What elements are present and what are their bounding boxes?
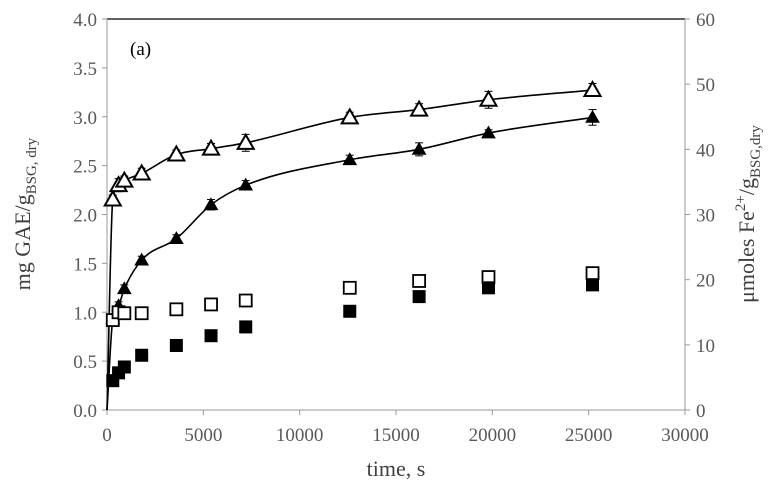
y-left-tick-label: 2.5 <box>73 157 97 178</box>
y-right-axis-title: μmoles Fe2+/gBSG,dry <box>733 125 764 303</box>
open-square-point <box>204 297 218 312</box>
filled-triangle-point <box>238 177 254 191</box>
open-square-point <box>238 293 253 308</box>
open-triangle-point <box>201 138 221 156</box>
open-triangle-point <box>340 107 360 125</box>
filled-square-point <box>169 338 183 352</box>
y-left-tick-label: 0.0 <box>73 401 97 422</box>
fit-curve-series-0 <box>106 89 593 411</box>
y-left-tick-label: 1.0 <box>73 303 97 324</box>
y-right-title-pre: μmoles Fe <box>734 211 759 303</box>
open-triangle-point <box>409 99 429 117</box>
open-triangle-point <box>131 163 152 181</box>
x-axis-title: time, s <box>367 456 426 481</box>
y-right-tick-label: 60 <box>696 10 715 31</box>
open-square-point <box>585 266 600 281</box>
filled-square-point <box>117 360 131 374</box>
y-right-tick-label: 30 <box>696 206 715 227</box>
filled-square-point <box>343 304 357 318</box>
open-triangle-point <box>166 144 187 162</box>
filled-square-point <box>412 290 426 304</box>
marks-layer <box>103 80 603 388</box>
filled-triangle-point <box>116 281 132 295</box>
y-right-tick-label: 40 <box>696 140 715 161</box>
open-triangle-point <box>582 80 603 98</box>
x-tick-label: 30000 <box>661 425 709 446</box>
y-right-tick-label: 0 <box>696 401 706 422</box>
y-left-tick-label: 2.0 <box>73 206 97 227</box>
filled-triangle-point <box>134 252 150 266</box>
panel-label: (a) <box>130 39 151 60</box>
x-tick-label: 25000 <box>565 425 613 446</box>
open-square-point <box>481 270 496 284</box>
axes-layer: 0 5000 10000 15000 20000 25000 30000 0.0 0.5 1.0 1… <box>73 10 715 446</box>
y-left-tick-label: 4.0 <box>73 10 97 31</box>
y-left-tick-label: 3.5 <box>73 59 97 80</box>
y-left-tick-label: 1.5 <box>73 254 97 275</box>
y-left-title-sub: BSG, dry <box>24 137 40 194</box>
filled-triangle-point <box>585 109 600 123</box>
open-triangle-point <box>478 89 499 107</box>
open-square-point <box>117 306 132 321</box>
fit-layer <box>106 89 593 411</box>
filled-square-point <box>481 281 495 295</box>
open-triangle-point <box>235 132 256 150</box>
y-left-tick-label: 3.0 <box>73 108 97 129</box>
y-right-title-sup: 2+ <box>733 195 749 211</box>
filled-square-point <box>204 329 218 343</box>
filled-square-point <box>239 320 253 334</box>
filled-triangle-point <box>342 152 358 166</box>
filled-square-point <box>586 278 600 292</box>
x-tick-label: 15000 <box>372 425 420 446</box>
x-tick-label: 5000 <box>184 425 222 446</box>
open-square-point <box>134 306 149 321</box>
open-square-point <box>342 280 357 295</box>
filled-triangle-point <box>411 141 427 155</box>
open-triangle-point <box>103 189 123 207</box>
y-right-tick-label: 20 <box>696 271 715 292</box>
x-tick-label: 0 <box>102 425 112 446</box>
filled-square-point <box>135 348 149 362</box>
filled-triangle-point <box>481 125 496 139</box>
y-right-title-sub: BSG,dry <box>748 125 764 178</box>
open-square-point <box>169 302 184 317</box>
filled-triangle-point <box>203 197 219 211</box>
x-tick-label: 10000 <box>276 425 324 446</box>
y-left-axis-title: mg GAE/gBSG, dry <box>10 137 40 290</box>
y-right-tick-label: 50 <box>696 75 715 96</box>
y-right-title-mid: /g <box>734 178 759 195</box>
filled-triangle-point <box>168 231 184 244</box>
open-square-point <box>412 274 427 288</box>
y-left-title-main: mg GAE/g <box>10 194 35 290</box>
y-right-tick-label: 10 <box>696 336 715 357</box>
open-triangle-point <box>114 170 135 188</box>
y-left-tick-label: 0.5 <box>73 352 97 373</box>
x-tick-label: 20000 <box>469 425 517 446</box>
